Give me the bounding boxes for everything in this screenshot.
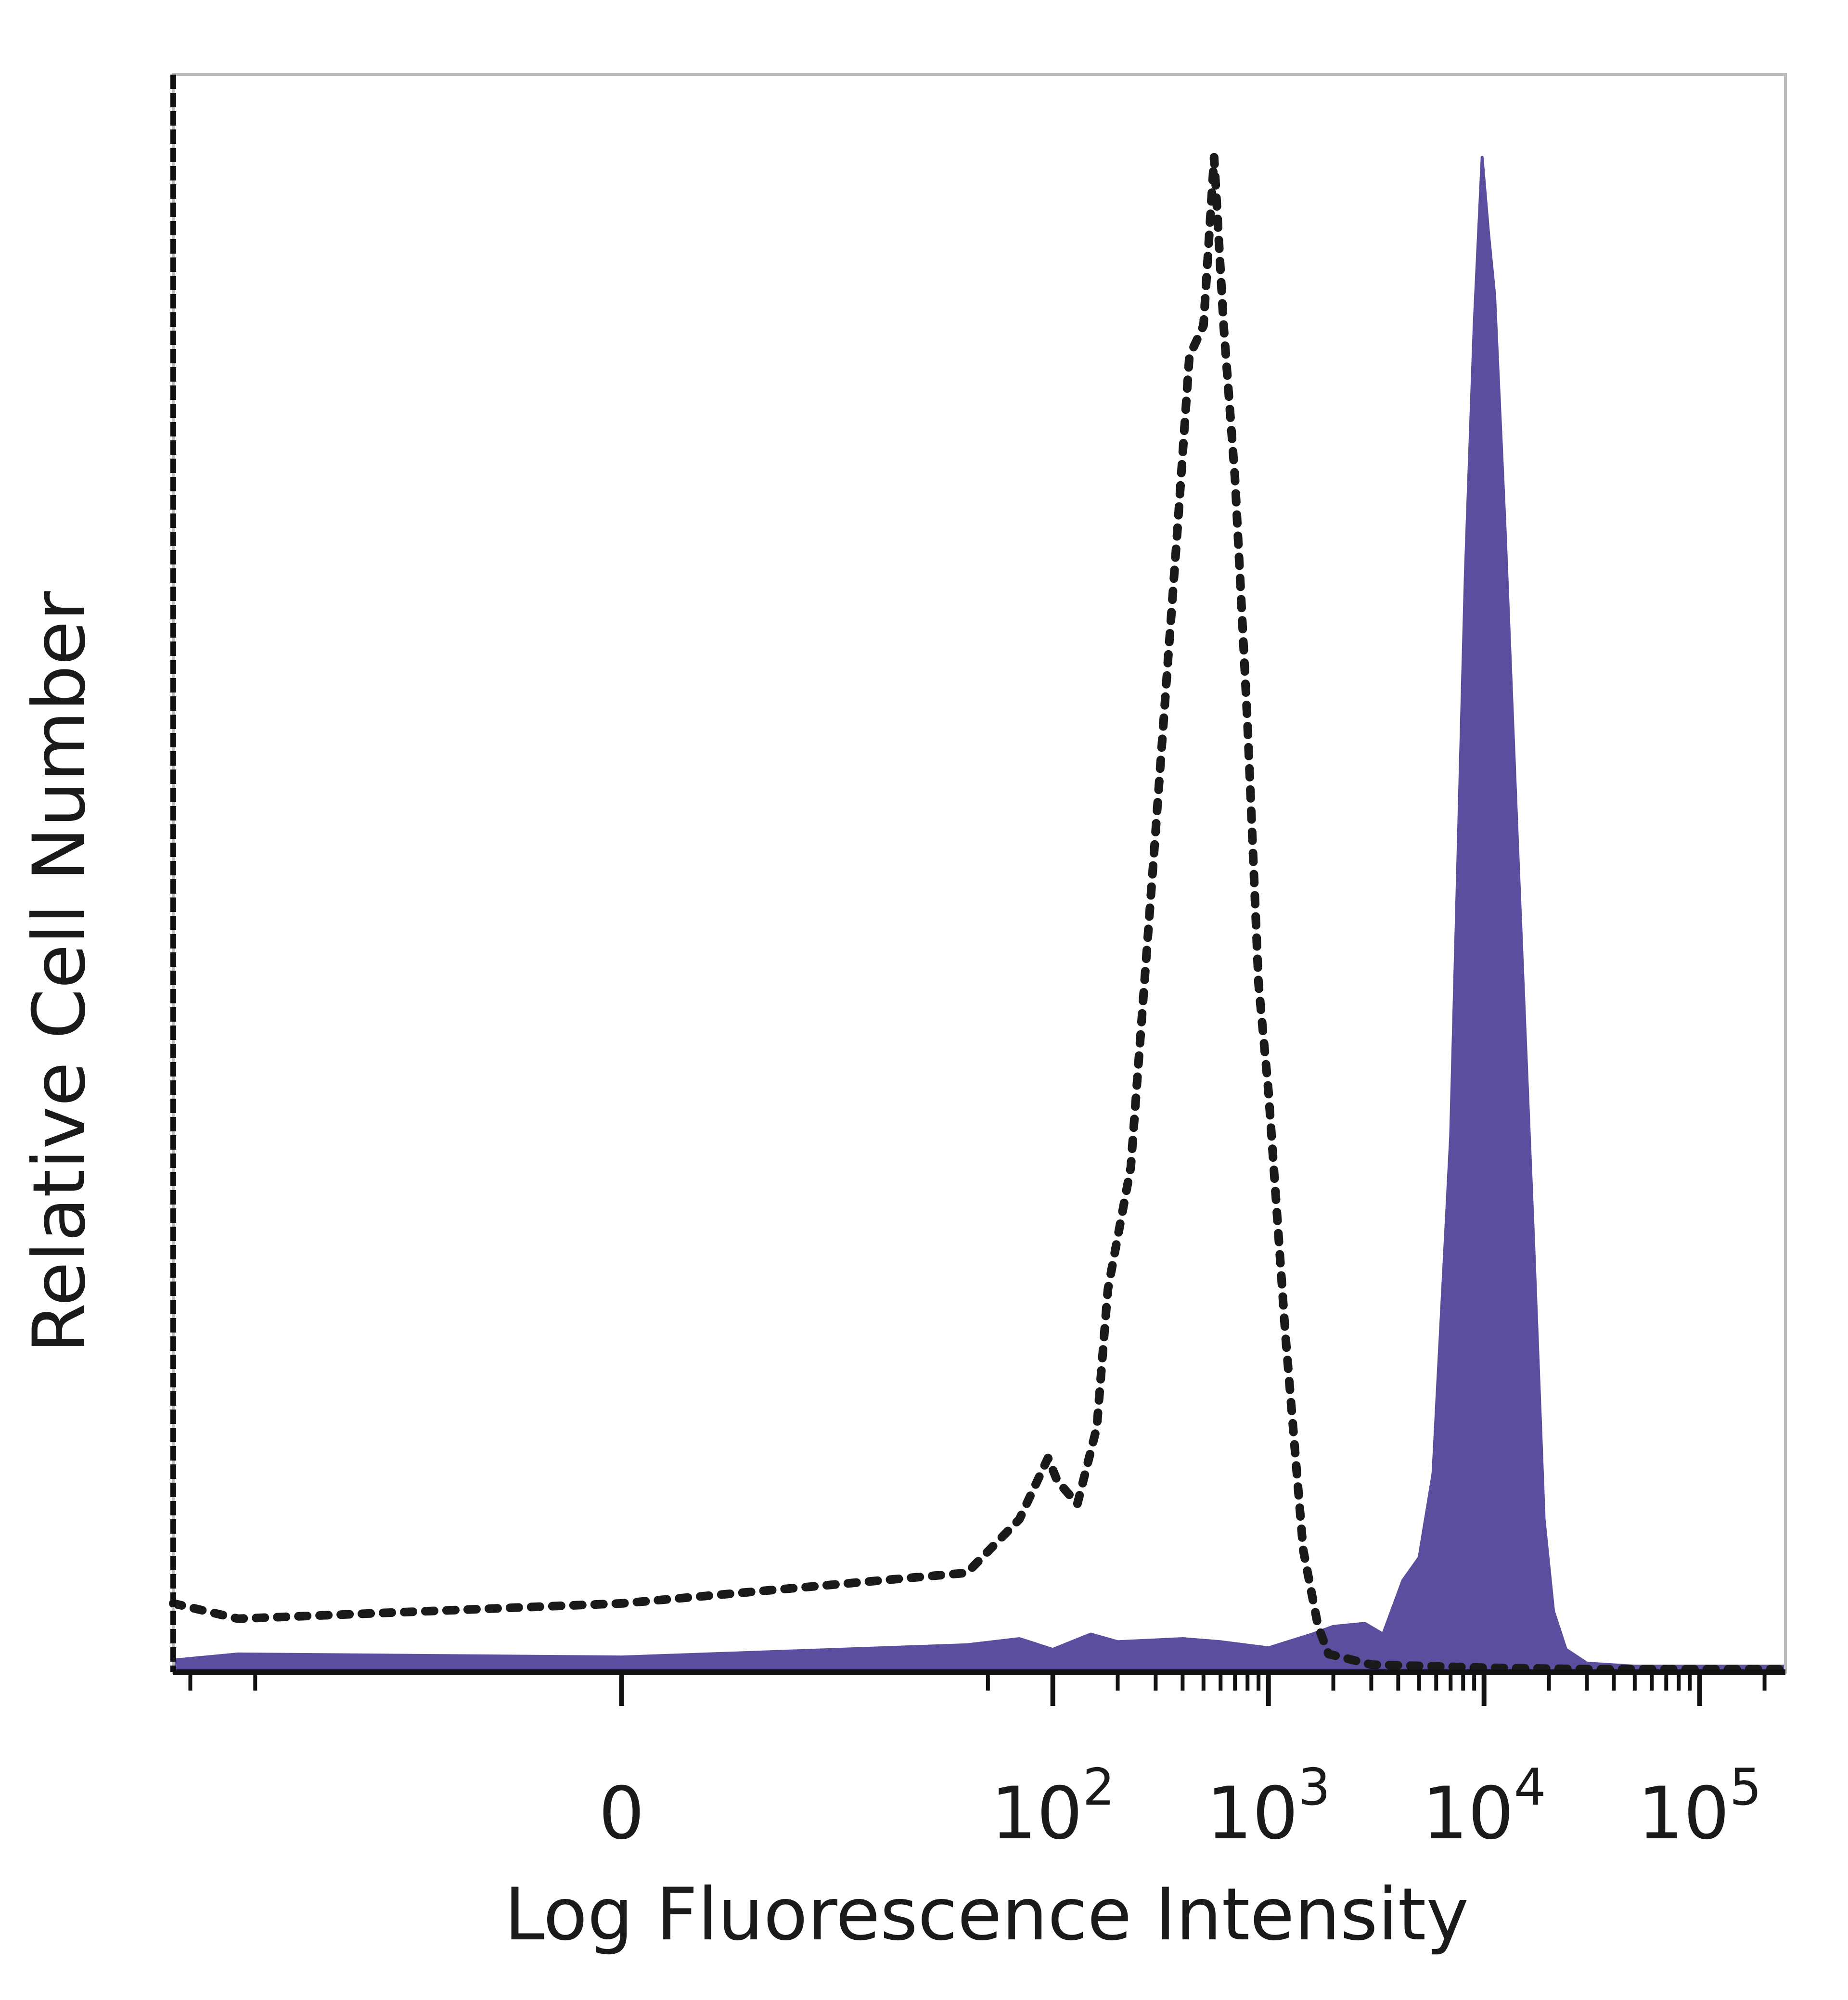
axes (170, 73, 1787, 1706)
x-tick-label: 102 (991, 1758, 1115, 1856)
tick-labels: 0 102 103 104 105 (599, 1758, 1762, 1856)
x-axis-title: Log Fluorescence Intensity (504, 1873, 1469, 1957)
x-tick-label: 103 (1206, 1758, 1331, 1856)
filled-histogram (172, 155, 1787, 1674)
plot-frame (172, 73, 1787, 1674)
x-tick-label: 104 (1422, 1758, 1546, 1856)
x-tick-label: 0 (599, 1772, 644, 1856)
plot-area (169, 153, 1790, 1674)
y-axis-title: Relative Cell Number (18, 591, 102, 1353)
x-tick-label: 105 (1638, 1758, 1762, 1856)
dotted-histogram (169, 153, 1790, 1674)
